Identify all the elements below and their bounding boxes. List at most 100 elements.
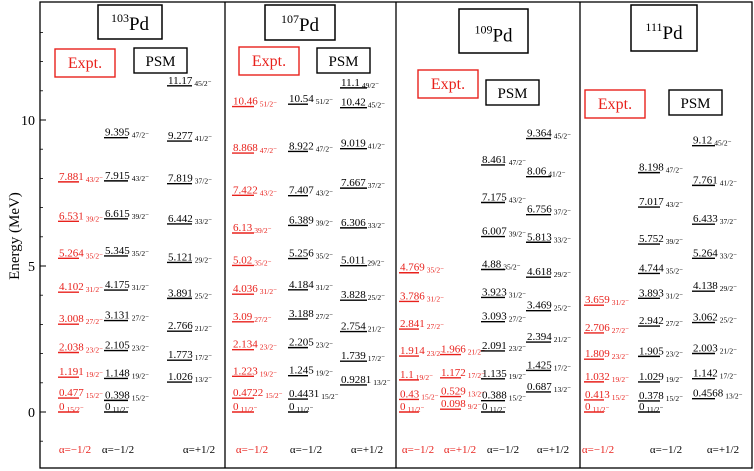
level-spin: 39/2⁻: [316, 218, 333, 227]
level-label: 3.469 25/2⁻: [527, 300, 571, 313]
nucleus-box: [97, 4, 163, 40]
alpha-label: α=+1/2: [351, 444, 383, 456]
level-label: 1.172 17/2⁻: [441, 367, 485, 380]
level-energy: 5.121: [168, 251, 193, 263]
level-spin: 41/2⁻: [195, 134, 212, 143]
level-label: 5.345 35/2⁻: [105, 245, 149, 258]
level-energy: 1.148: [105, 367, 130, 379]
level-energy: 2.205: [289, 337, 314, 349]
level-energy: 8.922: [289, 140, 314, 152]
level-energy: 10.46: [233, 96, 258, 108]
expt-legend-label: Expt.: [431, 76, 465, 93]
level-label: 7.819 37/2⁻: [168, 173, 212, 186]
level-spin: 11/2⁻: [408, 405, 425, 414]
level-energy: 6.306: [341, 217, 366, 229]
level-spin: 15/2⁻: [666, 394, 683, 403]
level-spin: 19/2⁻: [316, 369, 333, 378]
level-spin: 17/2⁻: [368, 354, 385, 363]
level-label: 6.306 33/2⁻: [341, 217, 385, 230]
level-energy: 4.175: [105, 279, 130, 291]
level-energy: 4.769: [400, 262, 425, 274]
level-label: 8.198 47/2⁻: [639, 162, 683, 175]
level-energy: 5.256: [289, 248, 314, 260]
level-label: 10.46 51/2⁻: [233, 96, 277, 109]
level-spin: 31/2⁻: [316, 283, 333, 292]
level-spin: 15/2⁻: [321, 392, 338, 401]
level-label: 0 11/2⁻: [400, 401, 425, 414]
level-label: 3.923 31/2⁻: [482, 286, 526, 299]
column-expt: 0.098 9/2⁻0.529 13/2⁻1.172 17/2⁻1.966 21/2⁻α…: [440, 344, 485, 456]
level-label: 4.036 31/2⁻: [233, 283, 277, 296]
level-spin: 45/2⁻: [194, 79, 211, 88]
level-energy: 2.394: [527, 331, 552, 343]
level-spin: 11/2⁻: [241, 405, 258, 414]
level-energy: 0: [639, 401, 645, 413]
level-spin: 51/2⁻: [316, 97, 333, 106]
level-spin: 47/2⁻: [509, 158, 526, 167]
alpha-label: α=+1/2: [444, 444, 476, 456]
nucleus-symbol: Pd: [129, 14, 150, 35]
level-label: 2.091 23/2⁻: [482, 340, 526, 353]
column-theory: 0.4568 13/2⁻ 1.142 17/2⁻ 2.003 21/2⁻ 3.062 25/2…: [692, 135, 743, 456]
nucleus-label: 111Pd: [645, 20, 683, 44]
level-spin: 39/2⁻: [86, 214, 103, 223]
level-energy: 0.687: [527, 381, 552, 393]
level-label: 3.093 27/2⁻: [482, 311, 526, 324]
level-energy: 7.761: [693, 174, 718, 186]
level-spin: 9/2⁻: [468, 402, 482, 411]
level-energy: 0.477: [59, 387, 84, 399]
level-energy: 0.4431: [289, 388, 319, 400]
level-energy: 9.395: [105, 127, 130, 139]
level-energy: 1.425: [527, 359, 552, 371]
level-label: 6.756 37/2⁻: [527, 204, 571, 217]
level-spin: 17/2⁻: [195, 353, 212, 362]
level-spin: 37/2⁻: [554, 208, 571, 217]
level-label: 4.744 35/2⁻: [639, 262, 683, 275]
level-energy: 7.017: [639, 196, 664, 208]
expt-legend-box: [584, 89, 646, 119]
level-label: 3.891 25/2⁻: [168, 287, 212, 300]
level-label: 2.754 21/2⁻: [341, 321, 385, 334]
level-energy: 1.029: [639, 371, 664, 383]
expt-legend-box: [54, 48, 116, 78]
level-spin: 35/2⁻: [132, 249, 149, 258]
level-label: 9.277 41/2⁻: [168, 130, 212, 143]
level-spin: 27/2⁻: [316, 312, 333, 321]
level-energy: 0: [482, 401, 488, 413]
level-label: 0.4431 15/2⁻: [289, 388, 339, 401]
nucleus-box: [264, 4, 336, 41]
level-energy: 2.091: [482, 340, 507, 352]
level-energy: 3.008: [59, 313, 84, 325]
level-energy: 0.4568: [693, 388, 724, 400]
level-energy: 3.828: [341, 289, 366, 301]
level-spin: 31/2⁻: [132, 283, 149, 292]
level-label: 6.13 39/2⁻: [233, 222, 272, 235]
level-spin: 39/2⁻: [509, 230, 526, 239]
level-energy: 5.345: [105, 245, 130, 257]
level-spin: 19/2⁻: [416, 373, 433, 382]
level-energy: 1.135: [482, 368, 507, 380]
alpha-label: α=−1/2: [487, 444, 519, 456]
level-label: 5.752 39/2⁻: [639, 233, 683, 246]
psm-legend-label: PSM: [328, 54, 358, 70]
level-label: 3.188 27/2⁻: [289, 308, 333, 321]
level-energy: 0: [105, 401, 111, 413]
level-label: 4.184 31/2⁻: [289, 279, 333, 292]
column-theory: 0.687 13/2⁻ 1.425 17/2⁻ 2.394 21/2⁻ 3.469 25/2⁻…: [526, 128, 571, 456]
level-energy: 2.134: [233, 339, 258, 351]
level-spin: 11/2⁻: [113, 405, 130, 414]
level-spin: 37/2⁻: [368, 181, 385, 190]
level-spin: 19/2⁻: [612, 375, 629, 384]
level-label: 3.09 27/2⁻: [233, 311, 272, 324]
nucleus-symbol: Pd: [663, 23, 684, 44]
level-spin: 43/2⁻: [316, 189, 333, 198]
column-theory: 0 11/2⁻0.378 15/2⁻1.029 19/2⁻1.905 23/2⁻2.94…: [638, 162, 683, 456]
level-spin: 47/2⁻: [260, 146, 277, 155]
level-label: 3.131 27/2⁻: [105, 310, 149, 323]
level-label: 1.245 19/2⁻: [289, 365, 333, 378]
level-label: 2.766 21/2⁻: [168, 320, 212, 333]
level-label: 4.769 35/2⁻: [400, 262, 444, 275]
